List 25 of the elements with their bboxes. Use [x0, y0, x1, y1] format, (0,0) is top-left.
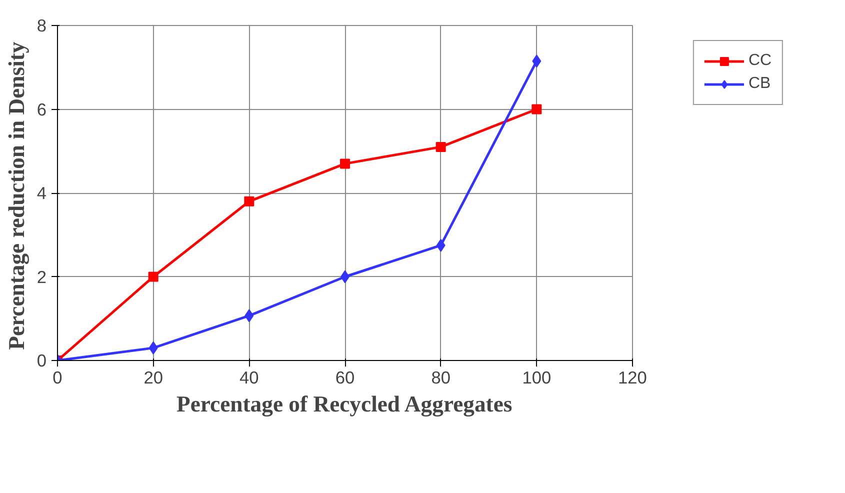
point: [532, 104, 542, 114]
point: [532, 54, 542, 68]
point: [436, 238, 446, 252]
legend-label: CB: [748, 75, 771, 93]
x-tick-label: 60: [335, 368, 355, 388]
y-tick-label: 8: [36, 16, 47, 36]
point: [244, 196, 254, 206]
point: [436, 142, 446, 152]
x-tick-label: 120: [618, 368, 647, 388]
x-tick-label: 0: [52, 368, 62, 388]
x-tick-label: 80: [431, 368, 450, 388]
y-tick-label: 4: [36, 183, 47, 203]
x-tick-label: 100: [522, 368, 552, 388]
y-tick-label: 0: [36, 350, 47, 370]
y-tick-label: 2: [36, 266, 47, 287]
point: [340, 158, 350, 169]
legend-label: CC: [748, 52, 772, 70]
x-tick-label: 40: [240, 368, 259, 388]
x-axis-title: Percentage of Recycled Aggregates: [176, 392, 512, 416]
x-tick-label: 20: [144, 368, 163, 388]
point: [148, 341, 158, 354]
point: [148, 272, 158, 282]
point: [244, 309, 254, 322]
y-axis-title: Percentage reduction in Density: [4, 41, 29, 350]
y-tick-label: 6: [36, 99, 47, 120]
